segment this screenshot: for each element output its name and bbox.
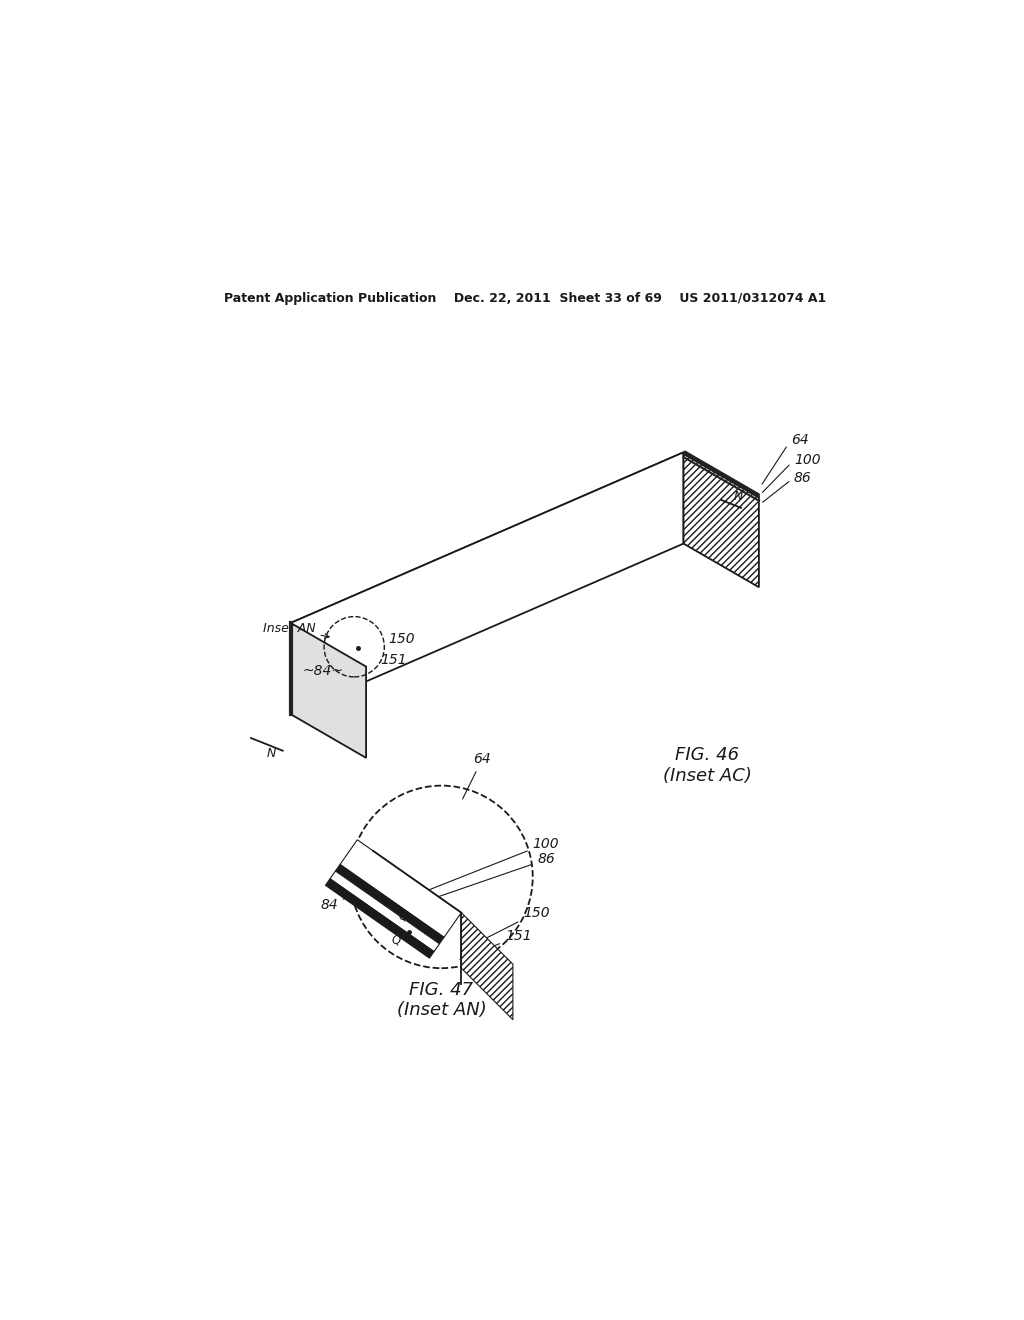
Text: Q: Q: [391, 933, 400, 946]
Polygon shape: [326, 879, 434, 958]
Text: ~84~: ~84~: [303, 664, 344, 677]
Text: N: N: [266, 747, 275, 760]
Text: 100: 100: [763, 453, 820, 492]
Text: Inset AN: Inset AN: [263, 623, 329, 639]
Polygon shape: [291, 453, 759, 667]
Text: 150: 150: [473, 906, 550, 945]
Text: N: N: [734, 490, 743, 503]
Text: 100: 100: [398, 837, 559, 902]
Text: Q: Q: [398, 909, 408, 923]
Polygon shape: [330, 871, 439, 952]
Text: 151: 151: [460, 929, 531, 960]
Polygon shape: [291, 453, 684, 714]
Text: FIG. 47
(Inset AN): FIG. 47 (Inset AN): [396, 981, 486, 1019]
Polygon shape: [340, 840, 462, 937]
Text: 86: 86: [390, 853, 555, 913]
Text: 151: 151: [380, 653, 407, 667]
Polygon shape: [336, 865, 444, 944]
Polygon shape: [291, 623, 367, 758]
Polygon shape: [684, 453, 759, 587]
Text: 64: 64: [762, 433, 808, 484]
Text: 84: 84: [321, 890, 368, 912]
Text: 86: 86: [763, 471, 812, 502]
Polygon shape: [462, 912, 513, 1020]
Text: 64: 64: [463, 752, 490, 799]
Text: 150: 150: [388, 632, 415, 645]
Text: FIG. 46
(Inset AC): FIG. 46 (Inset AC): [663, 746, 752, 785]
Text: Patent Application Publication    Dec. 22, 2011  Sheet 33 of 69    US 2011/03120: Patent Application Publication Dec. 22, …: [223, 292, 826, 305]
